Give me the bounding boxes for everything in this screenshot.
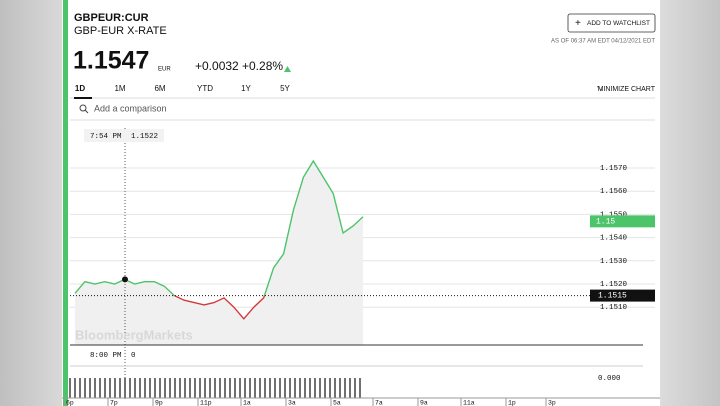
- volume-axis-label: 0.000: [598, 375, 621, 383]
- minimize-chart[interactable]: MINIMIZE CHART: [598, 86, 656, 93]
- previous-close-label: 1.1515: [598, 292, 627, 301]
- comparison-input[interactable]: Add a comparison: [94, 103, 167, 113]
- tab[interactable]: 5Y: [280, 84, 290, 93]
- crosshair-dot: [122, 276, 128, 283]
- tabs: 1D 1M 6M YTD 1Y 5Y: [75, 84, 291, 93]
- x-tick-label: 5a: [333, 400, 341, 406]
- search-icon: [84, 109, 89, 114]
- x-tick-label: 11p: [200, 400, 212, 406]
- change-percent: +0.28%: [242, 59, 283, 73]
- x-tick-label: 1a: [243, 400, 251, 406]
- minimize-icon: ⤡: [597, 86, 602, 93]
- x-tick-label: 9p: [155, 400, 163, 406]
- x-tick-label: 7p: [110, 400, 118, 406]
- as-of: AS OF 06:37 AM EDT 04/12/2021 EDT: [551, 39, 655, 45]
- price-area: [75, 161, 363, 345]
- tab[interactable]: 6M: [154, 84, 165, 93]
- tab[interactable]: 1D: [75, 84, 85, 93]
- crosshair-value: 1.1522: [131, 133, 158, 141]
- status-stripe: [63, 0, 68, 406]
- x-tick-label: 1p: [508, 400, 516, 406]
- tab[interactable]: 1M: [114, 84, 125, 93]
- tab[interactable]: 1Y: [241, 84, 251, 93]
- y-tick-label: 1.1560: [600, 188, 628, 196]
- x-tick-label: 3a: [288, 400, 296, 406]
- blurred-background: [660, 0, 720, 406]
- up-arrow: [284, 66, 291, 72]
- y-tick-label: 1.1520: [600, 281, 628, 289]
- x-tick-label: 7a: [375, 400, 383, 406]
- x-tick-label: 3p: [548, 400, 556, 406]
- x-tick-label: 9a: [420, 400, 428, 406]
- y-tick-label: 1.1510: [600, 304, 628, 312]
- price: 1.1547: [73, 47, 149, 75]
- y-tick-label: 1.1530: [600, 258, 628, 266]
- last-price-label: 1.15: [596, 217, 615, 226]
- watchlist-label[interactable]: ADD TO WATCHLIST: [587, 20, 650, 27]
- watchlist-plus: +: [575, 18, 581, 29]
- y-tick-label: 1.1540: [600, 235, 628, 243]
- x-tick-label: 11a: [463, 400, 475, 406]
- y-tick-label: 1.1570: [600, 165, 628, 173]
- search-icon: [79, 104, 87, 112]
- blurred-background: [0, 0, 62, 406]
- volume-crosshair-time: 8:00 PM: [90, 352, 122, 360]
- crosshair-box: [84, 129, 164, 142]
- change: +0.0032: [195, 59, 239, 73]
- x-tick-label: 6p: [66, 400, 74, 406]
- previous-close-tag: [590, 289, 655, 302]
- chart: 1.15701.15601.15501.15401.15301.15201.15…: [62, 128, 660, 406]
- instrument-name: GBP-EUR X-RATE: [74, 25, 167, 37]
- tab[interactable]: YTD: [197, 84, 213, 93]
- watermark: BloombergMarkets: [75, 327, 193, 342]
- watchlist-button[interactable]: [567, 13, 656, 33]
- currency: EUR: [158, 67, 171, 73]
- volume-crosshair-value: 0: [131, 352, 136, 360]
- last-price-tag: [590, 215, 655, 228]
- crosshair-time: 7:54 PM: [90, 133, 122, 141]
- symbol: GBPEUR:CUR: [74, 12, 149, 24]
